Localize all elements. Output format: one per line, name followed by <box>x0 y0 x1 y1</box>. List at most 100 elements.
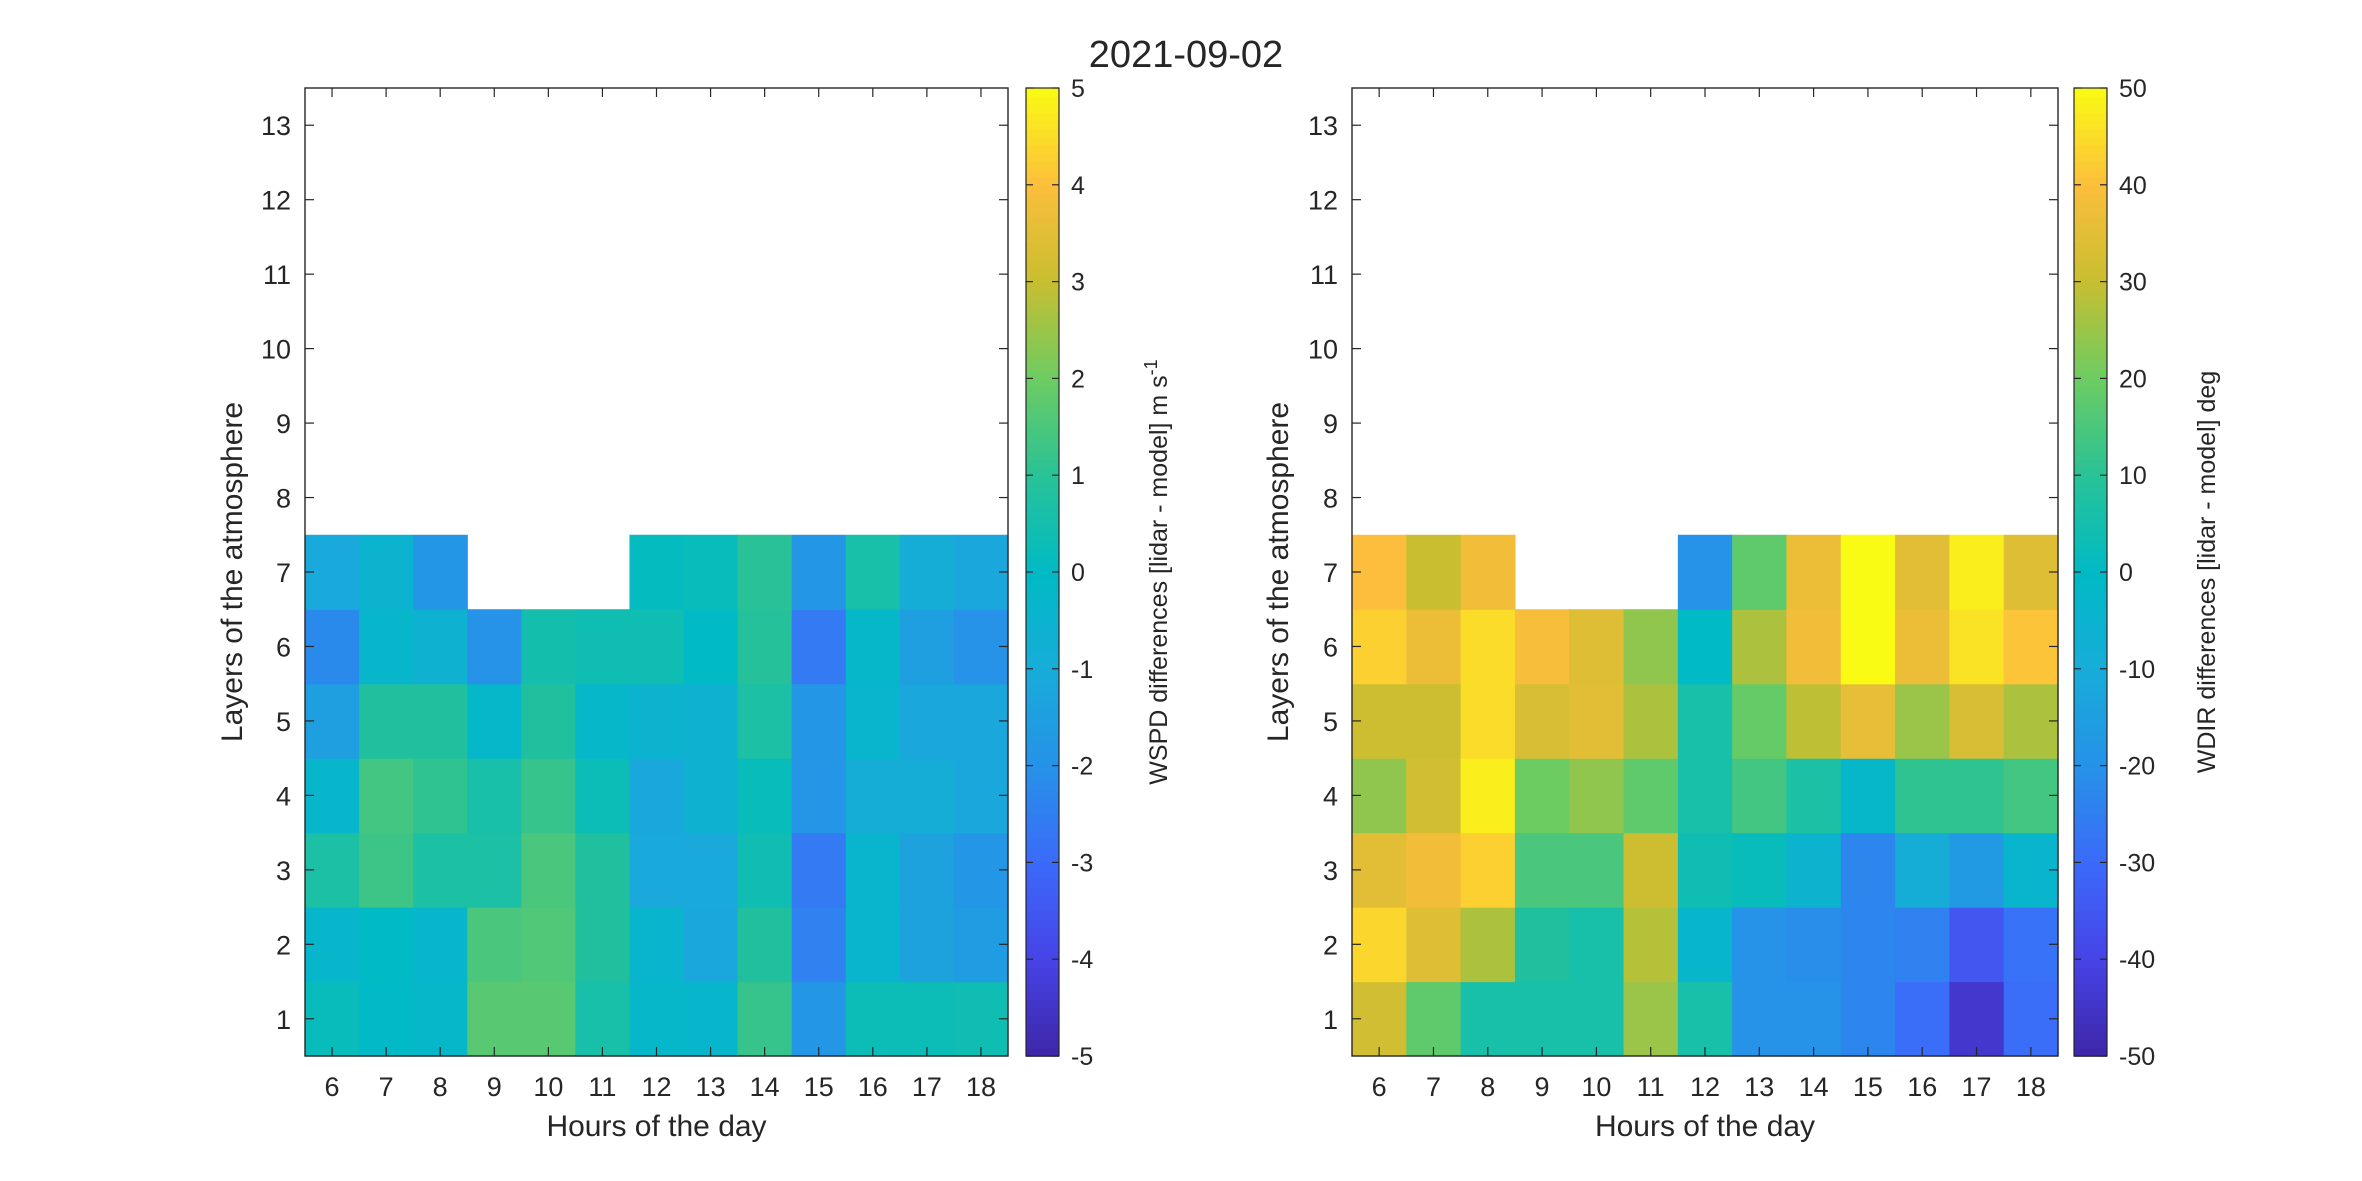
colorbar-segment <box>1026 459 1059 468</box>
colorbar-segment <box>1026 652 1059 662</box>
colorbar-segment <box>1026 112 1059 122</box>
heatmap-cell <box>1569 683 1625 759</box>
colorbar-segment <box>1026 789 1059 799</box>
colorbar-segment <box>1026 394 1059 404</box>
colorbar-segment <box>2074 709 2107 718</box>
colorbar-segment <box>2074 370 2107 380</box>
colorbar-segment <box>2074 459 2107 468</box>
heatmap-cell <box>899 832 955 908</box>
heatmap-cell <box>845 609 901 685</box>
colorbar-segment <box>1026 354 1059 364</box>
x-tick-label: 8 <box>433 1072 448 1102</box>
heatmap-cell <box>1514 832 1570 908</box>
colorbar-segment <box>1026 168 1059 178</box>
x-tick-label: 14 <box>1799 1072 1829 1102</box>
heatmap-cell <box>467 981 522 1057</box>
colorbar-tick-label: 5 <box>1071 75 1085 103</box>
colorbar-segment <box>2074 281 2107 291</box>
colorbar-segment <box>1026 289 1059 299</box>
x-tick-label: 6 <box>325 1072 340 1102</box>
colorbar-segment <box>2074 628 2107 638</box>
colorbar-segment <box>2074 781 2107 791</box>
heatmap-cell <box>1460 907 1516 983</box>
colorbar-segment <box>2074 684 2107 694</box>
y-tick-label: 2 <box>1323 930 1338 960</box>
heatmap-cell <box>521 907 576 983</box>
heatmap-cell <box>1895 758 1950 834</box>
heatmap-cell <box>305 832 360 908</box>
colorbar-segment <box>2074 741 2107 751</box>
colorbar-segment <box>1026 547 1059 557</box>
heatmap-cell <box>1732 832 1788 908</box>
heatmap-cell <box>1569 981 1625 1057</box>
colorbar-segment <box>1026 894 1059 904</box>
colorbar-segment <box>2074 668 2107 678</box>
colorbar-segment <box>1026 297 1059 307</box>
colorbar-segment <box>2074 733 2107 743</box>
colorbar-segment <box>2074 814 2107 823</box>
colorbar-tick-label: 0 <box>2119 559 2133 587</box>
heatmap-cell <box>629 832 685 908</box>
heatmap-cell <box>1352 981 1407 1057</box>
colorbar-segment <box>1026 281 1059 291</box>
colorbar-segment <box>1026 475 1059 485</box>
colorbar-segment <box>1026 757 1059 767</box>
heatmap-cell <box>737 534 793 610</box>
heatmap-cell <box>899 981 955 1057</box>
y-tick-label: 3 <box>1323 856 1338 886</box>
colorbar-segment <box>2074 547 2107 557</box>
colorbar-segment <box>2074 265 2107 275</box>
y-tick-label: 5 <box>1323 707 1338 737</box>
heatmap-cell <box>1840 609 1896 685</box>
colorbar-segment <box>2074 297 2107 307</box>
heatmap-cell <box>521 758 576 834</box>
colorbar-segment <box>1026 668 1059 678</box>
colorbar-segment <box>2074 926 2107 936</box>
y-tick-label: 5 <box>276 707 291 737</box>
charts-layer: 6 7 8 9 10 11 12 13 14 15 16 17 1812345678910111213H… <box>216 75 2221 1143</box>
heatmap-cell <box>413 683 468 759</box>
heatmap-cell <box>1514 758 1570 834</box>
colorbar-segment <box>1026 499 1059 509</box>
x-tick-label: 13 <box>1744 1072 1774 1102</box>
colorbar-segment <box>2074 120 2107 130</box>
colorbar-segment <box>1026 88 1059 97</box>
heatmap-cell <box>791 609 847 685</box>
colorbar-segment <box>2074 894 2107 904</box>
heatmap-cell <box>305 683 360 759</box>
colorbar-segment <box>1026 104 1059 113</box>
colorbar-segment <box>1026 693 1059 702</box>
colorbar-segment <box>1026 660 1059 670</box>
colorbar-segment <box>2074 523 2107 533</box>
heatmap-cell <box>1514 683 1570 759</box>
colorbar-segment <box>2074 313 2107 323</box>
colorbar-tick-label: -10 <box>2119 656 2155 684</box>
colorbar-segment <box>1026 854 1059 864</box>
colorbar-segment <box>1026 749 1059 759</box>
heatmap-cell <box>413 907 468 983</box>
x-tick-label: 16 <box>858 1072 888 1102</box>
heatmap-cell <box>791 534 847 610</box>
x-tick-label: 11 <box>588 1072 616 1102</box>
colorbar-segment <box>1026 773 1059 783</box>
colorbar: -5 -4 -3 -2 -1 0 1 2 3 4 5 WSPD differences [lidar … <box>1025 75 1173 1071</box>
heatmap-cell <box>1677 832 1733 908</box>
colorbar-segment <box>1026 338 1059 347</box>
colorbar-segment <box>2074 241 2107 251</box>
colorbar-segment <box>1026 918 1059 928</box>
colorbar-segment <box>1026 555 1059 565</box>
colorbar-segment <box>1026 563 1059 573</box>
colorbar-segment <box>1026 467 1059 476</box>
colorbar-segment <box>1026 733 1059 743</box>
y-tick-label: 3 <box>276 856 291 886</box>
colorbar-segment <box>1026 709 1059 718</box>
colorbar-segment <box>2074 442 2107 452</box>
colorbar-segment <box>1026 200 1059 210</box>
colorbar-segment <box>1026 620 1059 630</box>
colorbar-segment <box>1026 96 1059 105</box>
colorbar-segment <box>1026 370 1059 380</box>
heatmap-cell <box>305 534 360 610</box>
colorbar-segment <box>1026 249 1059 259</box>
colorbar-segment <box>2074 1023 2107 1033</box>
colorbar-segment <box>1026 701 1059 710</box>
